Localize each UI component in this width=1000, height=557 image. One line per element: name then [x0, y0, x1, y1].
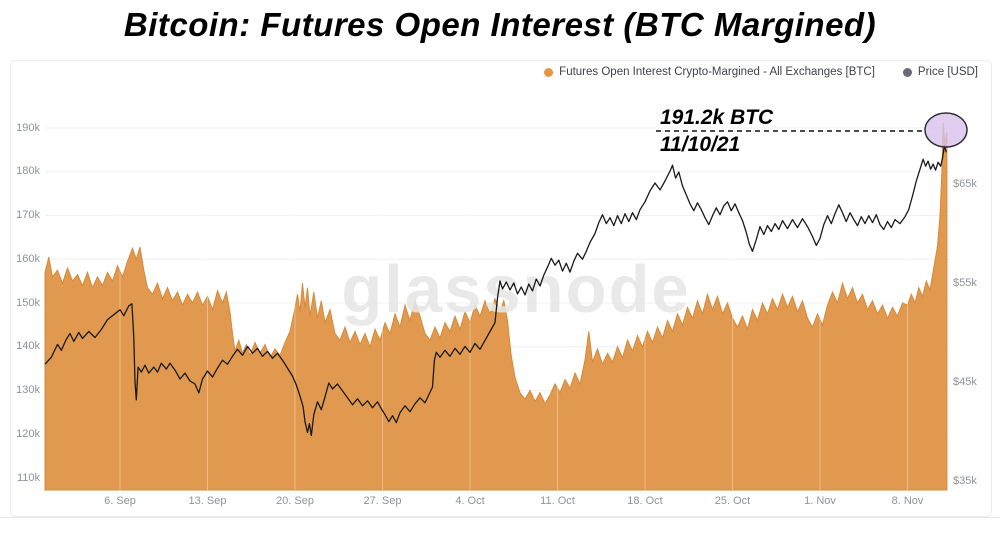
x-axis-tick: 8. Nov — [891, 495, 924, 507]
chart-base-layer — [44, 95, 950, 491]
x-axis-tick: 27. Sep — [363, 495, 402, 507]
x-axis-tick: 6. Sep — [104, 495, 136, 507]
x-axis-tick: 20. Sep — [276, 495, 314, 507]
peak-annotation: 191.2k BTC 11/10/21 — [660, 104, 773, 158]
peak-annotation-value: 191.2k BTC — [660, 106, 774, 129]
legend-item-price[interactable]: Price [USD] — [902, 66, 978, 78]
peak-annotation-date: 11/10/21 — [660, 133, 741, 156]
chart-top-layer — [44, 112, 968, 437]
y-axis-tick-left: 150k — [16, 296, 40, 309]
y-axis-tick-right: $65k — [953, 177, 977, 190]
x-axis-tick: 13. Sep — [188, 495, 227, 507]
y-axis-tick-left: 180k — [16, 165, 40, 178]
y-axis-tick-left: 190k — [16, 121, 40, 134]
peak-circle-marker — [924, 112, 968, 148]
footer: © 2021 Glassnode. All Rights Reserved. g… — [0, 517, 1000, 557]
y-axis-tick-right: $45k — [953, 375, 977, 388]
x-axis-tick: 4. Oct — [455, 495, 485, 507]
y-axis-tick-left: 110k — [16, 471, 40, 484]
y-axis-tick-left: 160k — [16, 252, 40, 265]
y-axis-tick-left: 130k — [16, 384, 40, 396]
y-axis-tick-left: 120k — [16, 427, 40, 440]
legend-item-label: Price [USD] — [917, 66, 978, 78]
open-interest-series-dot-icon — [544, 67, 554, 77]
x-axis-tick: 18. Oct — [627, 495, 663, 507]
watermark: glassnode — [341, 252, 690, 327]
chart-legend: Futures Open Interest Crypto-Margined - … — [544, 66, 978, 78]
legend-item-label: Futures Open Interest Crypto-Margined - … — [559, 66, 875, 78]
price-series-dot-icon — [902, 67, 912, 77]
x-axis-tick: 11. Oct — [540, 495, 575, 507]
y-axis-tick-right: $55k — [953, 276, 977, 289]
y-axis-tick-left: 170k — [16, 209, 40, 221]
y-axis-tick-right: $35k — [953, 474, 977, 487]
x-axis-tick: 25. Oct — [714, 495, 751, 507]
page-title: Bitcoin: Futures Open Interest (BTC Marg… — [123, 6, 877, 43]
x-axis-tick: 1. Nov — [804, 495, 836, 507]
legend-item-open-interest[interactable]: Futures Open Interest Crypto-Margined - … — [544, 66, 875, 78]
y-axis-tick-left: 140k — [16, 340, 40, 353]
